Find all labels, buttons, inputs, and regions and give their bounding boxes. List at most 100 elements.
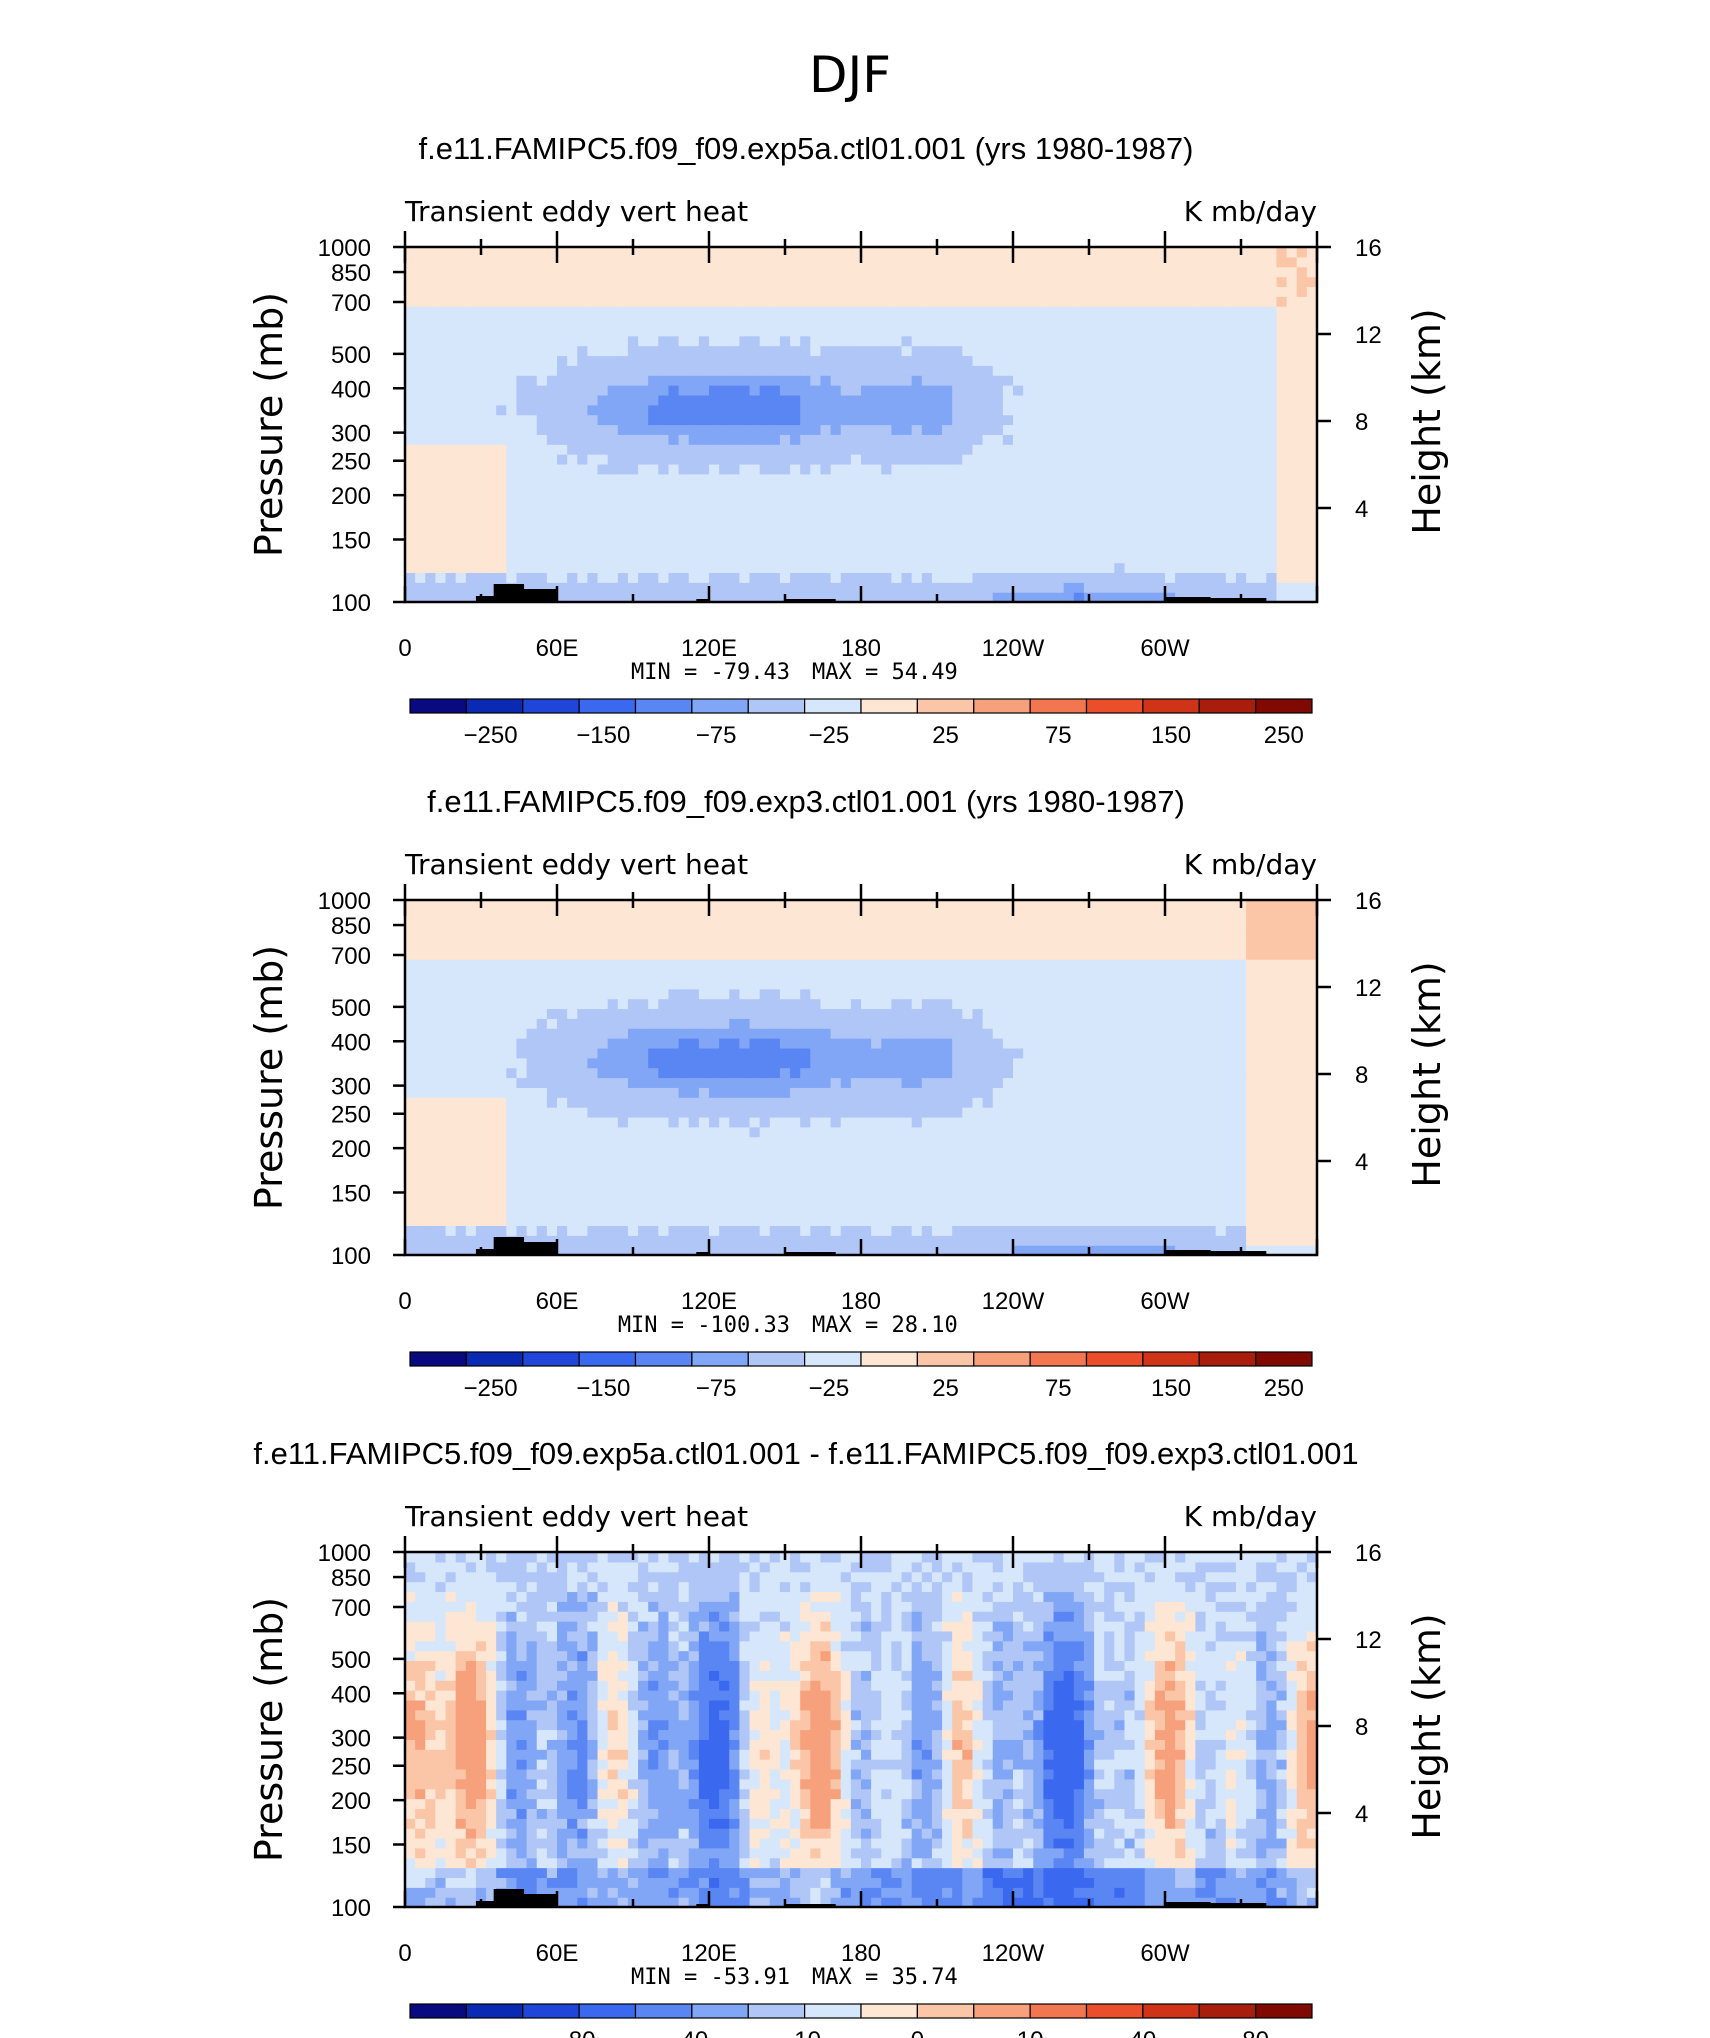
field-cell <box>638 503 649 514</box>
field-cell <box>546 1077 558 1088</box>
field-cell <box>1073 355 1085 366</box>
field-cell <box>587 929 599 941</box>
field-cell <box>1195 247 1207 258</box>
field-cell <box>1083 355 1095 366</box>
field-cell <box>465 503 477 514</box>
field-cell <box>820 1176 832 1187</box>
field-cell <box>445 1205 457 1217</box>
field-cell <box>415 1077 426 1088</box>
field-cell <box>1175 523 1186 534</box>
field-cell <box>1225 335 1237 347</box>
field-cell <box>435 1047 447 1059</box>
field-cell <box>567 909 578 921</box>
field-cell <box>415 919 426 931</box>
field-cell <box>1256 404 1267 416</box>
field-cell <box>526 552 538 564</box>
field-cell <box>729 919 740 931</box>
field-cell <box>1296 316 1308 327</box>
field-cell <box>1175 385 1186 396</box>
field-cell <box>1165 532 1176 544</box>
field-cell <box>668 900 680 911</box>
field-cell <box>607 1176 619 1187</box>
field-cell <box>779 493 791 504</box>
field-cell <box>1185 355 1196 366</box>
field-cell <box>526 444 538 455</box>
field-cell <box>1185 286 1196 297</box>
field-cell <box>496 978 507 990</box>
field-cell <box>931 444 943 455</box>
field-cell <box>840 1205 852 1217</box>
field-cell <box>800 552 811 564</box>
field-cell <box>739 266 751 278</box>
field-cell <box>546 463 558 475</box>
field-cell <box>1083 463 1095 475</box>
field-cell <box>820 404 832 416</box>
field-cell <box>820 1097 832 1108</box>
field-cell <box>1266 286 1278 297</box>
field-cell <box>810 542 822 554</box>
field-cell <box>536 316 548 327</box>
field-cell <box>475 375 487 386</box>
field-cell <box>790 1057 801 1069</box>
field-cell <box>709 1018 720 1029</box>
field-cell <box>1002 296 1014 307</box>
field-cell <box>901 463 913 475</box>
field-cell <box>1195 454 1207 465</box>
lon-tick-label: 60E <box>536 635 579 662</box>
field-cell <box>1195 542 1207 554</box>
field-cell <box>536 929 548 941</box>
field-cell <box>729 909 740 921</box>
field-cell <box>627 978 639 990</box>
field-cell <box>1154 592 1166 603</box>
field-cell <box>779 1166 791 1177</box>
field-cell <box>455 424 467 435</box>
field-cell <box>597 286 609 297</box>
field-cell <box>1215 424 1227 435</box>
field-cell <box>871 286 882 297</box>
field-cell <box>638 325 649 337</box>
field-cell <box>840 552 852 564</box>
field-cell <box>871 542 882 554</box>
field-cell <box>638 1235 649 1246</box>
field-cell <box>688 454 700 465</box>
field-cell <box>425 1038 436 1049</box>
field-cell <box>496 404 507 416</box>
field-cell <box>820 1136 832 1148</box>
field-cell <box>648 523 659 534</box>
field-cell <box>891 256 903 268</box>
field-cell <box>648 949 659 960</box>
field-cell <box>972 414 984 426</box>
field-cell <box>1195 365 1207 376</box>
field-cell <box>1023 404 1034 416</box>
field-cell <box>597 1166 609 1177</box>
field-cell <box>425 463 436 475</box>
field-cell <box>475 1097 487 1108</box>
field-cell <box>536 1176 548 1187</box>
field-cell <box>810 1156 822 1167</box>
field-cell <box>749 266 761 278</box>
field-cell <box>1154 483 1166 495</box>
field-cell <box>1266 454 1278 465</box>
field-cell <box>1124 394 1136 406</box>
field-cell <box>1114 562 1126 574</box>
field-cell <box>435 572 447 583</box>
field-cell <box>1185 454 1196 465</box>
field-cell <box>435 939 447 950</box>
field-cell <box>638 909 649 921</box>
field-cell <box>1134 572 1146 583</box>
field-cell <box>972 286 984 297</box>
field-cell <box>557 306 568 317</box>
field-cell <box>1083 276 1095 288</box>
field-cell <box>638 276 649 288</box>
field-cell <box>475 1185 487 1197</box>
field-cell <box>800 473 811 485</box>
field-cell <box>526 1087 538 1098</box>
field-cell <box>516 463 528 475</box>
field-cell <box>465 316 477 327</box>
field-cell <box>658 1235 670 1246</box>
panel-exp5a: f.e11.FAMIPC5.f09_f09.exp5a.ctl01.001 (y… <box>247 131 1449 749</box>
field-cell <box>810 909 822 921</box>
field-cell <box>830 513 842 524</box>
field-cell <box>911 493 923 504</box>
field-cell <box>597 1245 609 1256</box>
